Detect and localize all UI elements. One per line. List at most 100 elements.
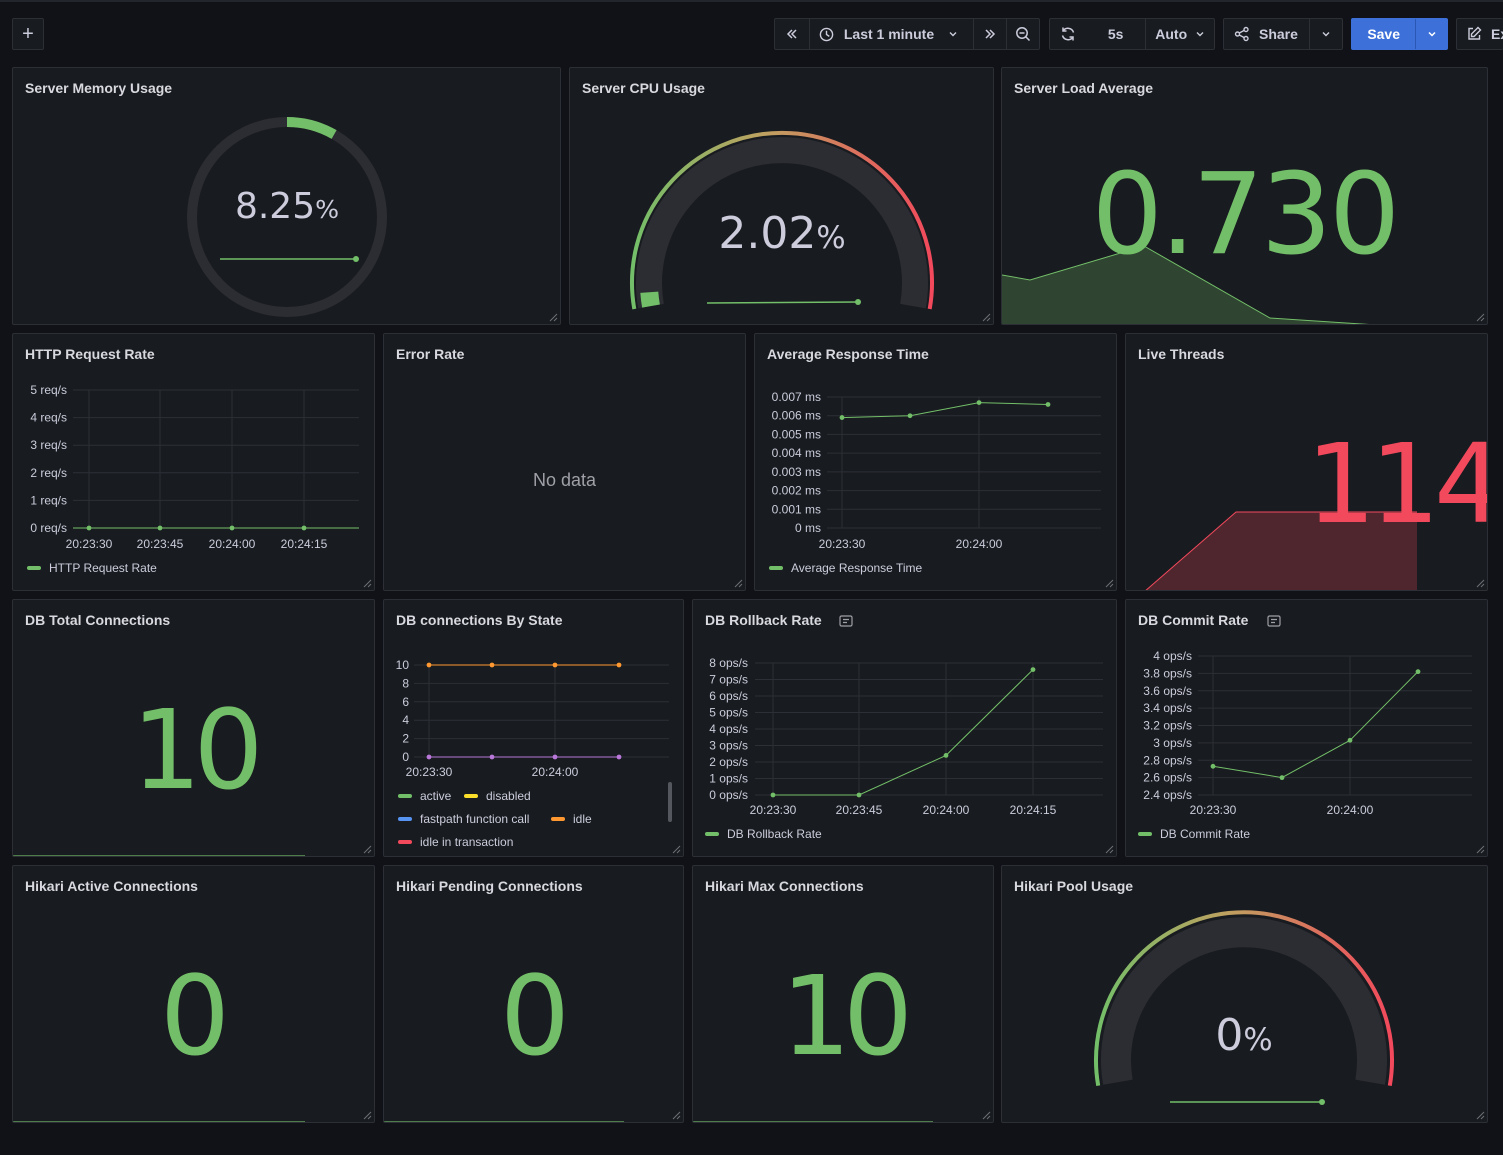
panel-hikari-pool-usage[interactable]: Hikari Pool Usage 0% [1001, 865, 1488, 1123]
add-button[interactable]: + [12, 18, 44, 50]
resize-handle-icon[interactable] [548, 312, 558, 322]
share-button[interactable]: Share [1224, 19, 1309, 49]
y-tick-label: 7 ops/s [709, 673, 748, 687]
panel-db-total-connections[interactable]: DB Total Connections 10 [12, 599, 375, 857]
resize-handle-icon[interactable] [1475, 312, 1485, 322]
panel-db-rollback-rate[interactable]: DB Rollback Rate 0 ops/s 1 ops/s 2 ops/s 3 … [692, 599, 1117, 857]
cpu-gauge [630, 130, 934, 310]
refresh-interval-value[interactable]: 5s [1107, 26, 1124, 42]
divider [808, 18, 810, 50]
y-tick-label: 0.003 ms [772, 465, 821, 479]
auto-refresh-dropdown[interactable]: Auto [1146, 19, 1214, 49]
resize-handle-icon[interactable] [362, 578, 372, 588]
panel-info-icon[interactable] [1267, 615, 1281, 627]
chart-legend[interactable]: HTTP Request Rate [27, 561, 157, 575]
legend-item-idle-in-transaction[interactable]: idle in transaction [398, 835, 513, 849]
hikari-max-value: 10 [781, 952, 913, 1080]
data-point [1347, 737, 1353, 743]
sparkline [384, 1121, 624, 1122]
panel-db-connections-by-state[interactable]: DB connections By State 0 2 4 6 8 10 20:23:30 2… [383, 599, 684, 857]
resize-handle-icon[interactable] [1475, 578, 1485, 588]
panel-live-threads[interactable]: Live Threads 114 [1125, 333, 1488, 591]
hikari-pending-value: 0 [500, 952, 570, 1080]
legend-item-fastpath[interactable]: fastpath function call [398, 812, 529, 826]
panel-hikari-max-connections[interactable]: Hikari Max Connections 10 [692, 865, 994, 1123]
y-tick-label: 0 [402, 750, 409, 764]
data-point [616, 662, 622, 668]
chart-legend[interactable]: DB Rollback Rate [705, 827, 822, 841]
resize-handle-icon[interactable] [1475, 1110, 1485, 1120]
resize-handle-icon[interactable] [1475, 844, 1485, 854]
resize-handle-icon[interactable] [1104, 578, 1114, 588]
panel-title: Hikari Active Connections [25, 878, 198, 894]
legend-item-label: fastpath function call [420, 812, 530, 826]
panel-server-cpu-usage[interactable]: Server CPU Usage 2.02% [569, 67, 994, 325]
zoom-out-button[interactable] [1007, 19, 1039, 49]
value-unit: % [315, 195, 340, 224]
resize-handle-icon[interactable] [362, 1110, 372, 1120]
http-request-chart: 0 req/s 1 req/s 2 req/s 3 req/s 4 req/s 5 req… [30, 383, 359, 551]
sparkline-point [353, 256, 359, 262]
data-point [770, 792, 776, 798]
panel-average-response-time[interactable]: Average Response Time 0 ms 0.001 ms 0.002 … [754, 333, 1117, 591]
shift-back-button[interactable] [775, 19, 809, 49]
clock-icon [819, 27, 834, 41]
divider [1006, 18, 1008, 50]
share-menu-button[interactable] [1310, 19, 1342, 49]
y-tick-label: 3 req/s [30, 438, 67, 452]
panel-server-memory-usage[interactable]: Server Memory Usage 8.25% [12, 67, 561, 325]
resize-handle-icon[interactable] [671, 1110, 681, 1120]
sparkline [13, 1121, 305, 1122]
resize-handle-icon[interactable] [1104, 844, 1114, 854]
load-value: 0.730 [1091, 150, 1401, 280]
panel-error-rate[interactable]: Error Rate No data [383, 333, 746, 591]
legend-item-label: DB Commit Rate [1160, 827, 1251, 841]
y-tick-label: 0 ms [795, 521, 821, 535]
legend-item-label: HTTP Request Rate [49, 561, 157, 575]
panel-info-icon[interactable] [839, 615, 853, 627]
shift-forward-button[interactable] [974, 19, 1006, 49]
series-line [1212, 671, 1419, 779]
y-tick-label: 1 req/s [30, 493, 67, 507]
panel-hikari-pending-connections[interactable]: Hikari Pending Connections 0 [383, 865, 684, 1123]
y-tick-label: 2 [402, 732, 409, 746]
data-point [907, 413, 913, 419]
gauge-value-arc [640, 291, 660, 308]
memory-value: 8.25% [187, 186, 387, 227]
y-tick-label: 2 ops/s [709, 755, 748, 769]
chart-legend[interactable]: Average Response Time [769, 561, 922, 575]
time-range-button[interactable]: Last 1 minute [810, 19, 973, 49]
panel-db-commit-rate[interactable]: DB Commit Rate 2.4 ops/s 2.6 ops/s 2.8 ops… [1125, 599, 1488, 857]
data-point [616, 754, 622, 760]
resize-handle-icon[interactable] [981, 1110, 991, 1120]
panel-title: DB Commit Rate [1138, 612, 1249, 628]
save-button[interactable]: Save [1367, 26, 1401, 42]
legend-scrollbar[interactable] [668, 782, 672, 822]
x-tick-label: 20:23:30 [1190, 803, 1237, 817]
series-line [841, 402, 1049, 419]
legend-item-label: DB Rollback Rate [727, 827, 822, 841]
resize-handle-icon[interactable] [362, 844, 372, 854]
panel-server-load-average[interactable]: Server Load Average 0.730 [1001, 67, 1488, 325]
save-menu-button[interactable] [1416, 19, 1447, 49]
data-point [157, 525, 163, 531]
refresh-button[interactable] [1050, 19, 1086, 49]
resize-handle-icon[interactable] [733, 578, 743, 588]
chevron-down-icon [1322, 32, 1330, 37]
resize-handle-icon[interactable] [671, 844, 681, 854]
db-state-chart: 0 2 4 6 8 10 20:23:30 20:24:00 [396, 658, 669, 779]
panel-hikari-active-connections[interactable]: Hikari Active Connections 0 [12, 865, 375, 1123]
legend-item-disabled[interactable]: disabled [464, 789, 531, 803]
resize-handle-icon[interactable] [981, 312, 991, 322]
edit-button[interactable]: Ex [1456, 18, 1503, 50]
share-group: Share [1223, 18, 1343, 50]
value-unit: % [816, 220, 846, 256]
divider [1145, 18, 1147, 50]
chart-legend[interactable]: DB Commit Rate [1138, 827, 1250, 841]
share-icon [1234, 26, 1249, 42]
legend-item-active[interactable]: active [398, 789, 451, 803]
panel-http-request-rate[interactable]: HTTP Request Rate 0 req/s 1 req/s 2 req/s 3… [12, 333, 375, 591]
gauge-threshold-band [1094, 910, 1394, 1087]
panel-title: Average Response Time [767, 346, 929, 362]
legend-item-idle[interactable]: idle [551, 812, 592, 826]
